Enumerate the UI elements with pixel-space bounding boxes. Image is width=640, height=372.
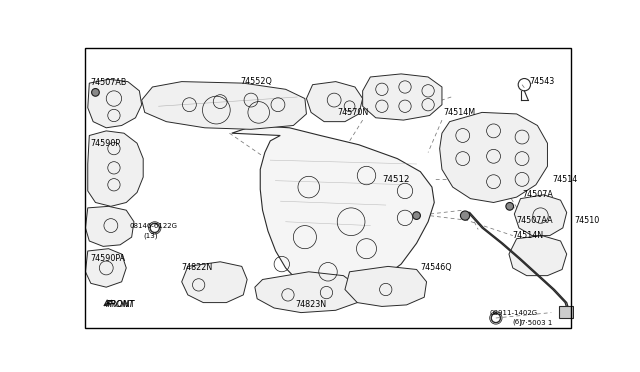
Circle shape	[506, 202, 513, 210]
Text: 74552Q: 74552Q	[240, 77, 272, 86]
Text: 74823N: 74823N	[296, 301, 327, 310]
Polygon shape	[86, 249, 126, 287]
Text: 08911-1402G: 08911-1402G	[490, 310, 538, 315]
Text: 74590P: 74590P	[91, 139, 121, 148]
Text: J7·5003 1: J7·5003 1	[519, 320, 552, 326]
Text: 08146-6122G: 08146-6122G	[129, 222, 177, 228]
Text: FRONT: FRONT	[106, 301, 135, 310]
Text: (13): (13)	[143, 232, 157, 239]
Polygon shape	[559, 307, 573, 318]
Text: 74570N: 74570N	[337, 108, 369, 117]
Circle shape	[413, 212, 420, 219]
Polygon shape	[515, 195, 566, 235]
Polygon shape	[363, 74, 442, 120]
Text: 74546Q: 74546Q	[420, 263, 452, 272]
Text: 74514M: 74514M	[444, 108, 476, 117]
Text: 74510: 74510	[575, 216, 600, 225]
Polygon shape	[440, 112, 547, 202]
Text: FRONT: FRONT	[106, 301, 135, 310]
Text: 74514N: 74514N	[513, 231, 544, 240]
Polygon shape	[182, 262, 247, 302]
Polygon shape	[232, 125, 435, 293]
Text: 74507AB: 74507AB	[91, 78, 127, 87]
Text: 74512: 74512	[382, 175, 410, 184]
Polygon shape	[345, 266, 427, 307]
Text: 74822N: 74822N	[182, 263, 213, 272]
Polygon shape	[255, 272, 359, 312]
Polygon shape	[88, 131, 143, 206]
Text: 74507A: 74507A	[522, 190, 553, 199]
Text: (6): (6)	[513, 318, 523, 325]
Circle shape	[92, 89, 99, 96]
Polygon shape	[86, 206, 134, 246]
Polygon shape	[141, 81, 307, 129]
Polygon shape	[88, 79, 141, 128]
Text: 74590PA: 74590PA	[91, 254, 126, 263]
Polygon shape	[307, 81, 363, 122]
Text: 74514: 74514	[553, 175, 578, 184]
Text: 74543: 74543	[530, 77, 555, 86]
Circle shape	[460, 211, 470, 220]
Text: 74507AA: 74507AA	[516, 216, 553, 225]
Polygon shape	[509, 235, 566, 276]
